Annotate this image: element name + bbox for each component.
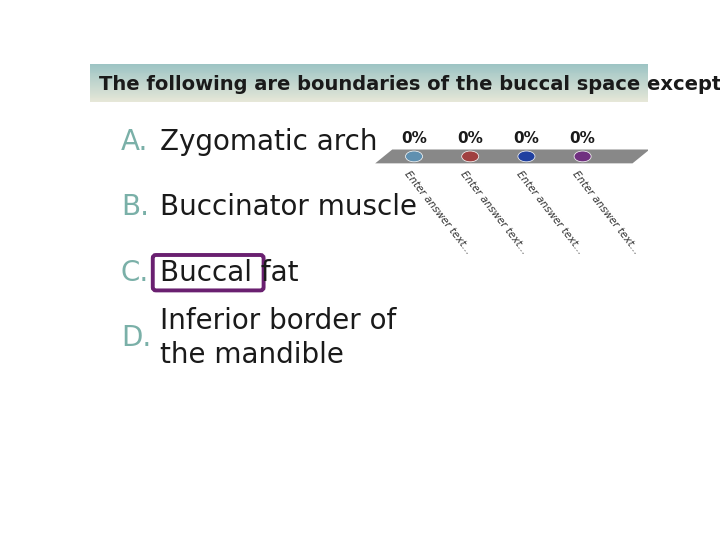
Bar <box>90 65 648 66</box>
Bar <box>90 99 648 100</box>
Bar <box>90 75 648 76</box>
Text: B.: B. <box>121 193 149 221</box>
Text: 0%: 0% <box>570 131 595 146</box>
Bar <box>90 85 648 86</box>
Bar <box>90 89 648 90</box>
Text: Enter answer text...: Enter answer text... <box>459 170 529 256</box>
Text: 0%: 0% <box>457 131 483 146</box>
Text: Enter answer text...: Enter answer text... <box>402 170 473 256</box>
Bar <box>90 72 648 73</box>
Text: A.: A. <box>121 128 148 156</box>
Ellipse shape <box>462 151 479 162</box>
Text: 0%: 0% <box>401 131 427 146</box>
Text: The following are boundaries of the buccal space except:: The following are boundaries of the bucc… <box>99 75 720 93</box>
Bar <box>90 81 648 82</box>
Bar <box>90 96 648 97</box>
Text: Buccal fat: Buccal fat <box>160 259 298 287</box>
Ellipse shape <box>405 151 423 162</box>
Text: Zygomatic arch: Zygomatic arch <box>160 128 377 156</box>
Text: Enter answer text...: Enter answer text... <box>571 170 642 256</box>
Text: Enter answer text...: Enter answer text... <box>515 170 585 256</box>
Bar <box>90 98 648 99</box>
Bar <box>90 70 648 71</box>
Bar <box>90 84 648 85</box>
Bar <box>90 83 648 84</box>
Bar <box>90 76 648 77</box>
Bar <box>90 69 648 70</box>
Bar <box>90 93 648 94</box>
Bar <box>90 64 648 65</box>
Bar <box>90 94 648 96</box>
Text: Buccinator muscle: Buccinator muscle <box>160 193 417 221</box>
Bar <box>90 82 648 83</box>
Bar <box>90 87 648 88</box>
Bar <box>90 78 648 79</box>
Bar <box>90 80 648 81</box>
Bar <box>90 79 648 80</box>
Text: Inferior border of
the mandible: Inferior border of the mandible <box>160 307 396 369</box>
FancyBboxPatch shape <box>153 255 264 291</box>
Bar <box>90 90 648 91</box>
Bar <box>90 86 648 87</box>
Text: D.: D. <box>121 324 151 352</box>
Bar <box>90 71 648 72</box>
Bar <box>90 68 648 69</box>
Bar <box>90 92 648 93</box>
Bar <box>90 100 648 102</box>
Bar <box>90 88 648 89</box>
Text: C.: C. <box>121 259 149 287</box>
Ellipse shape <box>574 151 591 162</box>
Polygon shape <box>375 150 649 164</box>
Bar <box>90 67 648 68</box>
Text: 0%: 0% <box>513 131 539 146</box>
Ellipse shape <box>518 151 535 162</box>
Bar <box>90 97 648 98</box>
Bar <box>90 77 648 78</box>
Bar <box>90 102 648 103</box>
Bar <box>90 91 648 92</box>
Bar <box>90 66 648 67</box>
Bar <box>90 73 648 75</box>
